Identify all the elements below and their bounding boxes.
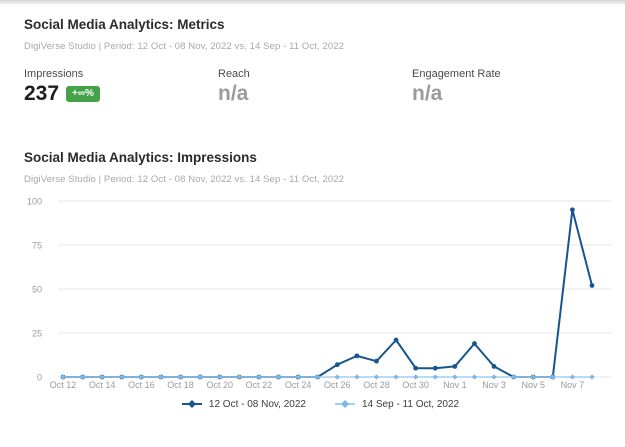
previous-period-point [393, 374, 399, 380]
previous-period-point [197, 374, 203, 380]
previous-period-point [158, 374, 164, 380]
current-period-line [63, 208, 593, 378]
current-period-point [413, 365, 419, 371]
x-axis-tick-label: Oct 20 [206, 380, 233, 390]
impressions-line-chart: 0 25 50 75 100 Oct 12 Oct 14 Oct 16 Oct 18 Oct 20… [27, 196, 612, 390]
previous-period-point [236, 374, 243, 380]
previous-period-point [412, 374, 419, 380]
x-axis-tick-label: Oct 12 [50, 380, 77, 390]
growth-badge: +∞% [66, 86, 100, 103]
x-axis-tick-label: Nov 3 [482, 380, 506, 390]
y-axis-tick-label: 100 [27, 196, 42, 206]
x-axis-tick-label: Oct 26 [324, 380, 351, 390]
chart-section-title: Social Media Analytics: Impressions [24, 149, 257, 165]
previous-period-point [217, 374, 223, 380]
previous-period-point [138, 374, 145, 380]
legend-item-current-period[interactable]: 12 Oct - 08 Nov, 2022 [181, 399, 306, 410]
metric-value-row: n/a [412, 83, 613, 104]
current-period-point [472, 340, 477, 346]
x-axis-tick-label: Oct 18 [167, 380, 194, 390]
previous-period-point [334, 374, 340, 380]
previous-period-point [275, 374, 282, 380]
current-period-point [570, 207, 575, 212]
y-axis-tick-label: 75 [32, 240, 42, 250]
previous-period-point [373, 374, 380, 380]
x-axis-tick-label: Nov 1 [443, 380, 467, 390]
current-period-point [354, 353, 360, 359]
current-period-point [452, 363, 458, 369]
previous-period-point [491, 374, 497, 380]
metric-value: 237 [24, 81, 60, 105]
x-axis-tick-label: Oct 30 [402, 380, 429, 390]
previous-period-point [99, 374, 105, 380]
y-axis-tick-label: 0 [37, 372, 42, 382]
metric-value-row: 237 +∞% [24, 83, 218, 104]
x-axis-tick-label: Oct 16 [128, 380, 155, 390]
metric-value: n/a [218, 81, 249, 105]
top-edge-shadow [0, 0, 625, 5]
legend-label: 14 Sep - 11 Oct, 2022 [361, 398, 460, 410]
metric-value-row: n/a [218, 83, 412, 104]
previous-period-point [569, 374, 576, 380]
x-axis-tick-label: Oct 28 [363, 380, 390, 390]
current-period-point [334, 362, 340, 367]
chart-area: 0 25 50 75 100 Oct 12 Oct 14 Oct 16 Oct 18 Oct 20… [20, 191, 613, 410]
previous-period-point [530, 374, 536, 380]
metrics-section-subtitle: DigiVerse Studio | Period: 12 Oct - 08 N… [24, 40, 345, 52]
metrics-section: Social Media Analytics: Metrics DigiVers… [0, 17, 625, 104]
analytics-page: Social Media Analytics: Metrics DigiVers… [0, 17, 625, 410]
chart-section-subtitle: DigiVerse Studio | Period: 12 Oct - 08 N… [24, 173, 345, 185]
metric-value: n/a [412, 81, 443, 105]
legend-item-previous-period[interactable]: 14 Sep - 11 Oct, 2022 [334, 399, 459, 410]
metric-impressions: Impressions 237 +∞% [24, 68, 218, 104]
metric-reach: Reach n/a [218, 68, 412, 104]
x-axis-tick-label: Oct 14 [89, 380, 116, 390]
current-period-point [374, 358, 379, 364]
previous-period-point [60, 374, 66, 380]
line-circle-marker-icon [181, 400, 202, 409]
y-axis-tick-label: 25 [32, 328, 42, 338]
previous-period-point [354, 374, 360, 380]
previous-period-point [79, 374, 86, 380]
previous-period-point [550, 374, 556, 380]
previous-period-point [295, 374, 301, 380]
x-axis-tick-label: Nov 5 [521, 380, 545, 390]
chart-legend: 12 Oct - 08 Nov, 2022 14 Sep - 11 Oct, 2… [20, 399, 620, 410]
metric-label: Engagement Rate [412, 67, 501, 80]
previous-period-point [589, 374, 595, 380]
current-period-point [432, 365, 438, 371]
previous-period-point [119, 374, 125, 380]
x-axis-tick-label: Oct 24 [285, 380, 312, 390]
current-period-point [589, 282, 595, 288]
metric-label: Reach [218, 67, 250, 80]
previous-period-point [177, 374, 184, 380]
previous-period-point [452, 374, 458, 380]
previous-period-point [471, 374, 478, 380]
y-axis-tick-label: 50 [32, 284, 42, 294]
current-period-point [491, 363, 497, 369]
previous-period-point [432, 374, 438, 380]
x-axis-tick-label: Oct 22 [246, 380, 273, 390]
line-diamond-marker-icon [334, 400, 355, 409]
metrics-row: Impressions 237 +∞% Reach n/a Engagement… [24, 68, 613, 104]
x-axis-tick-label: Nov 7 [561, 380, 585, 390]
legend-label: 12 Oct - 08 Nov, 2022 [208, 398, 306, 410]
current-period-point [393, 337, 399, 343]
impressions-chart-section: Social Media Analytics: Impressions Digi… [0, 150, 625, 410]
metric-engagement-rate: Engagement Rate n/a [412, 68, 613, 104]
previous-period-point [256, 374, 262, 380]
metrics-section-title: Social Media Analytics: Metrics [24, 17, 225, 32]
metric-label: Impressions [24, 67, 84, 80]
